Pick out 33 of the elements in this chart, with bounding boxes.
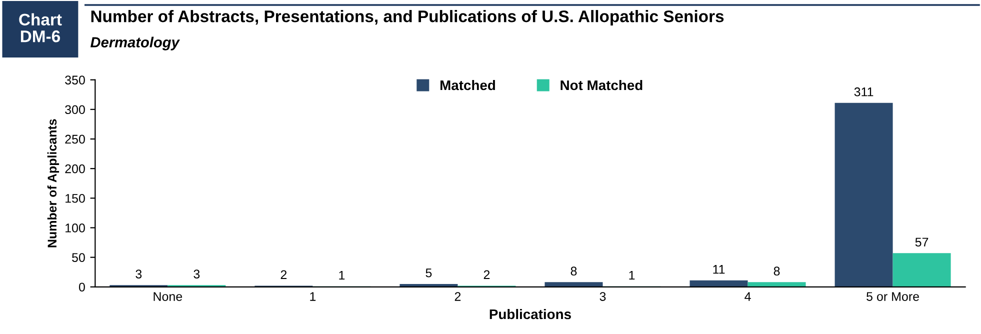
- y-axis-title: Number of Applicants: [47, 119, 60, 248]
- x-tick-label: 1: [310, 292, 316, 301]
- data-label: 8: [570, 266, 577, 276]
- data-label: 1: [629, 270, 635, 280]
- x-tick-label: 3: [600, 292, 606, 301]
- chart-title: Number of Abstracts, Presentations, and Publications of U.S. Allopathic Seniors: [91, 10, 724, 26]
- data-label: 8: [774, 266, 780, 276]
- y-tick-label: 150: [66, 194, 85, 203]
- data-label: 3: [136, 270, 142, 278]
- x-tick-label: 5 or More: [866, 292, 919, 301]
- data-label: 11: [713, 265, 725, 274]
- y-tick-label: 350: [65, 76, 85, 84]
- legend-label: Not Matched: [560, 80, 642, 90]
- data-label: 1: [339, 270, 345, 280]
- data-label: 2: [280, 270, 287, 279]
- y-tick-label: 0: [78, 282, 85, 292]
- y-tick-label: 200: [65, 164, 85, 174]
- chart-subtitle: Dermatology: [90, 36, 180, 50]
- y-tick-label: 100: [66, 224, 85, 232]
- data-label: 57: [915, 238, 928, 247]
- data-label: 3: [194, 270, 200, 278]
- data-label: 2: [484, 270, 490, 279]
- y-tick-label: 250: [65, 134, 85, 144]
- x-tick-label: 4: [744, 292, 751, 301]
- x-axis-title: Publications: [490, 308, 571, 320]
- y-tick-label: 300: [65, 105, 85, 114]
- y-tick-label: 50: [72, 253, 85, 262]
- data-label: 5: [426, 268, 432, 278]
- legend-label: Matched: [440, 80, 495, 90]
- data-label: 311: [854, 87, 874, 96]
- x-tick-label: None: [154, 292, 182, 301]
- text: Chart DM-6: [19, 13, 62, 42]
- x-tick-label: 2: [454, 292, 461, 301]
